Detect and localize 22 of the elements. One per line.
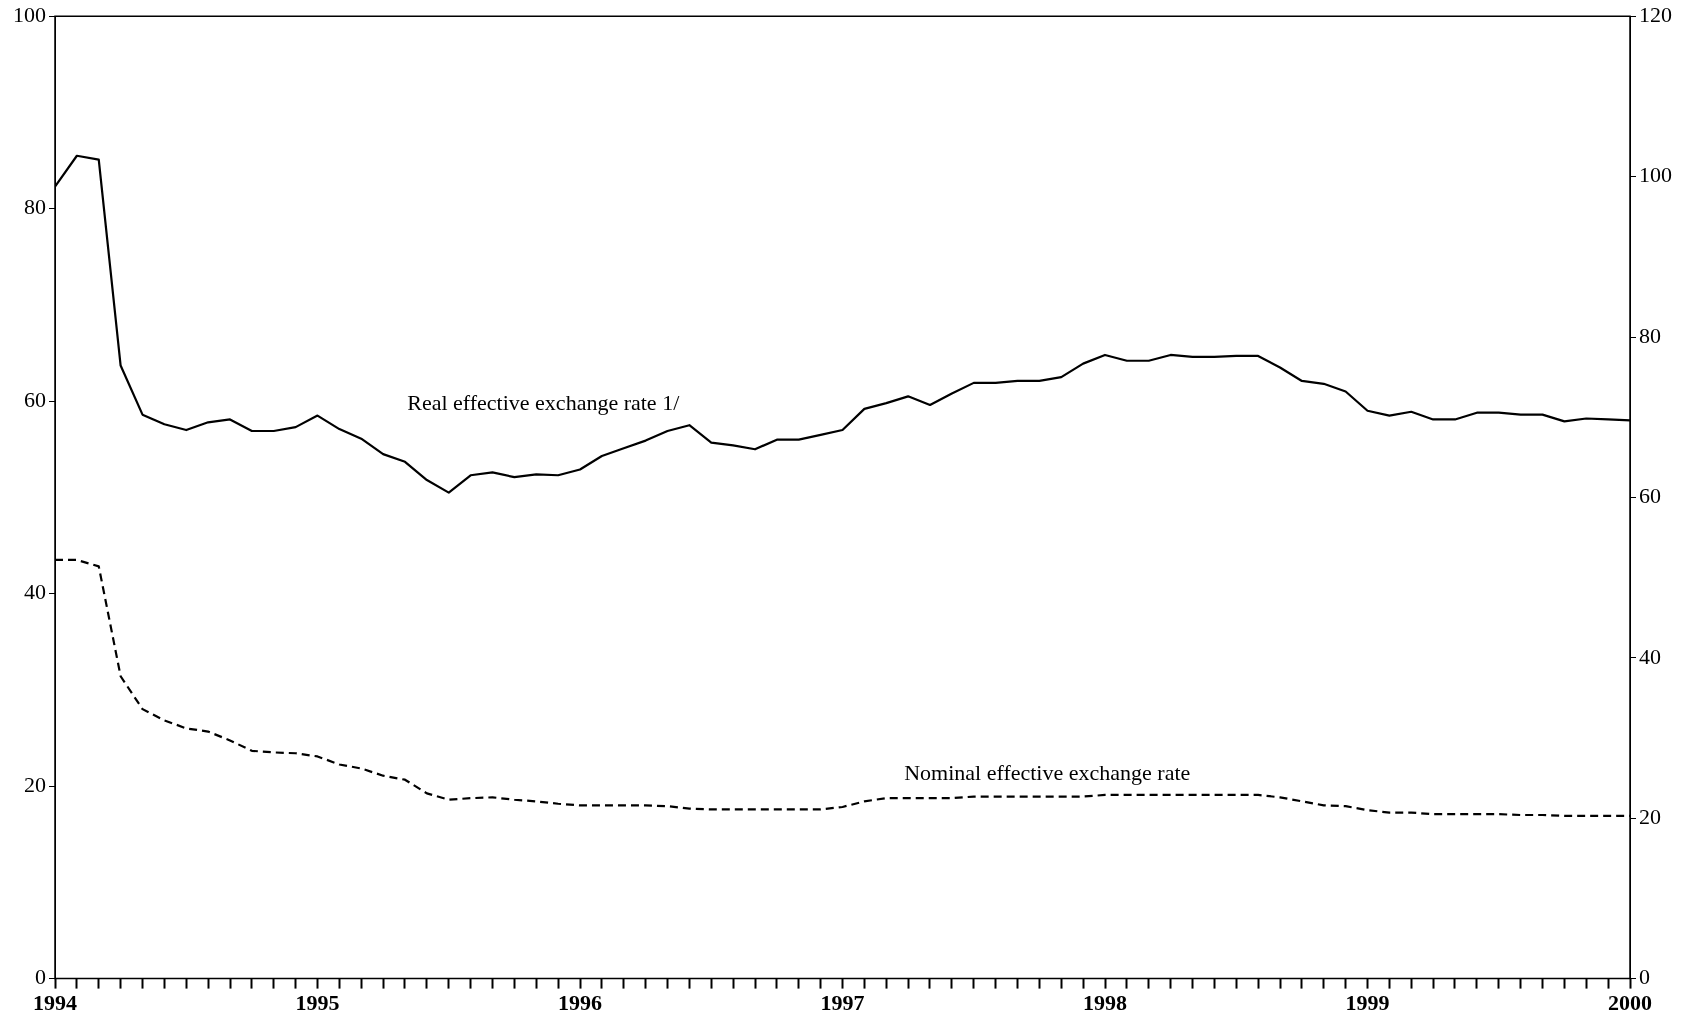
y2-tick-label: 120 xyxy=(1639,1,1672,27)
y2-tick-label: 80 xyxy=(1639,322,1661,348)
series-label: Real effective exchange rate 1/ xyxy=(407,390,681,416)
x-tick-label: 1998 xyxy=(1083,990,1127,1016)
y2-tick-label: 0 xyxy=(1639,964,1650,990)
x-tick-label: 1996 xyxy=(558,990,602,1016)
y2-tick-label: 100 xyxy=(1639,162,1672,188)
y-tick-label: 20 xyxy=(24,771,46,797)
y-tick-label: 60 xyxy=(24,386,46,412)
y2-tick-label: 20 xyxy=(1639,803,1661,829)
y2-tick-label: 60 xyxy=(1639,483,1661,509)
x-tick-label: 2000 xyxy=(1608,990,1652,1016)
x-tick-label: 1995 xyxy=(295,990,340,1016)
y-tick-label: 40 xyxy=(24,579,46,605)
x-tick-label: 1999 xyxy=(1345,990,1390,1016)
x-tick-label: 1994 xyxy=(33,990,77,1016)
series-label: Nominal effective exchange rate xyxy=(904,760,1191,786)
y2-tick-label: 40 xyxy=(1639,643,1661,669)
y-tick-label: 0 xyxy=(35,964,46,990)
x-tick-label: 1997 xyxy=(820,990,865,1016)
y-tick-label: 100 xyxy=(13,1,46,27)
y-tick-label: 80 xyxy=(24,194,46,220)
